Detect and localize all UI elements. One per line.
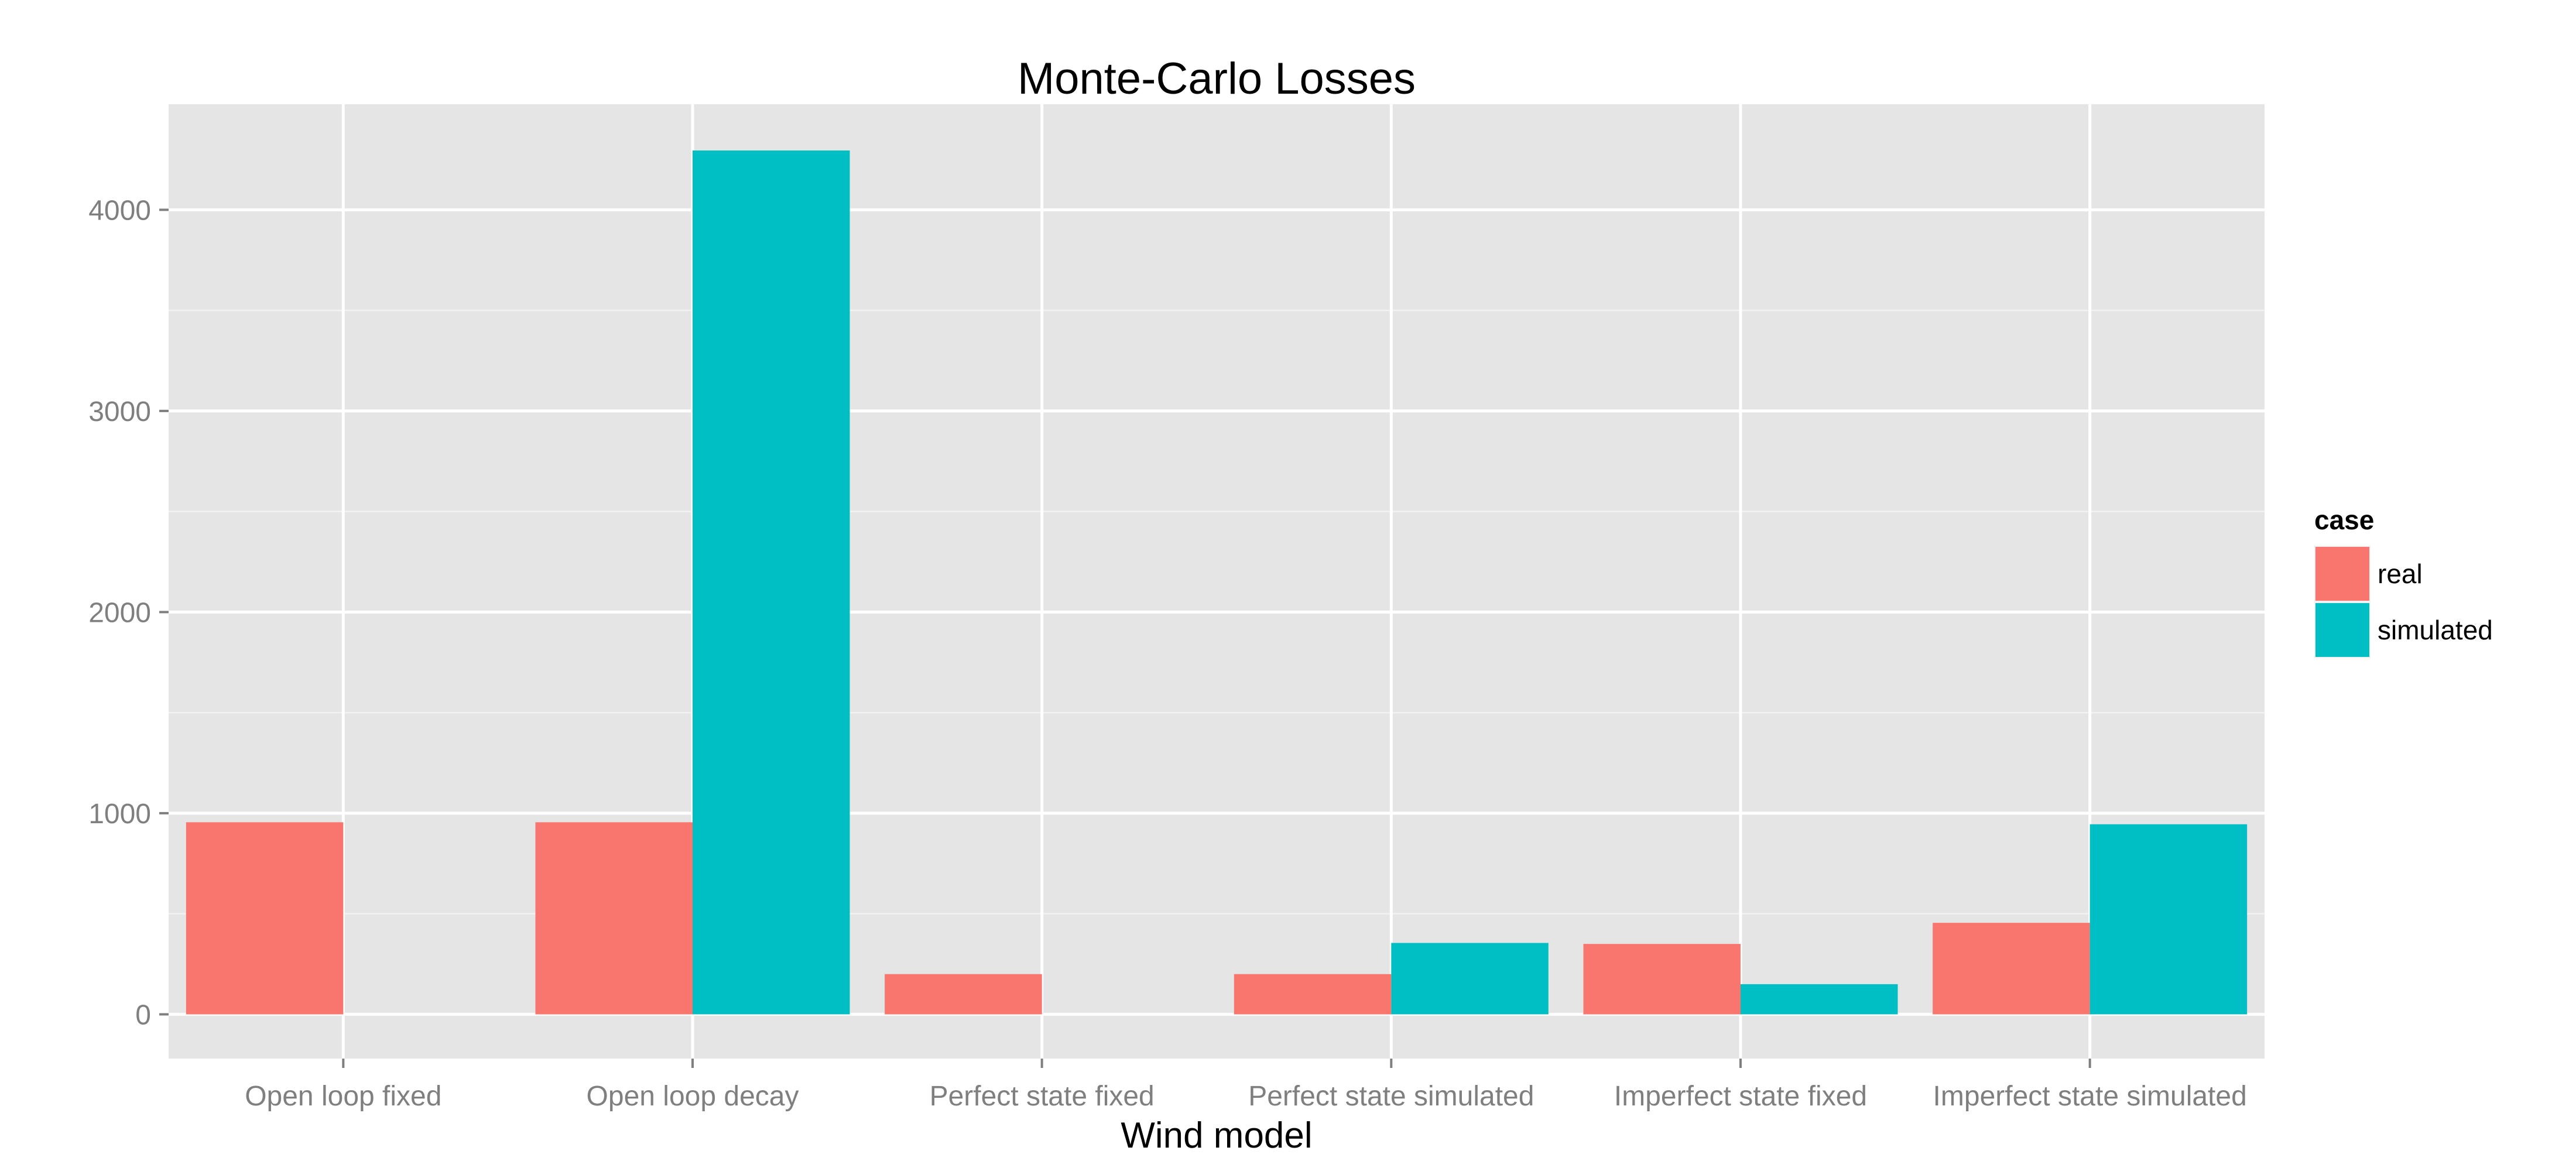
bar-simulated xyxy=(693,150,850,1015)
x-axis-title: Wind model xyxy=(1121,1115,1312,1156)
x-tick-label: Open loop fixed xyxy=(245,1081,441,1112)
bar-simulated xyxy=(1391,943,1549,1015)
legend-label-real: real xyxy=(2378,559,2423,589)
plot-background xyxy=(169,104,2265,1059)
chart-title: Monte-Carlo Losses xyxy=(1018,54,1416,104)
bar-real xyxy=(1583,944,1741,1015)
x-tick-label: Perfect state fixed xyxy=(930,1081,1155,1112)
bar-real xyxy=(1933,923,2090,1015)
y-tick-label: 4000 xyxy=(88,195,151,226)
x-tick-label: Imperfect state simulated xyxy=(1933,1081,2247,1112)
y-tick-label: 2000 xyxy=(88,597,151,628)
x-tick-label: Open loop decay xyxy=(587,1081,799,1112)
bar-real xyxy=(535,822,693,1015)
y-tick-label: 0 xyxy=(135,999,151,1030)
legend-label-simulated: simulated xyxy=(2378,615,2493,645)
bar-real xyxy=(186,822,344,1015)
legend: case real simulated xyxy=(2314,505,2493,658)
bar-real xyxy=(885,974,1042,1015)
x-tick-label: Imperfect state fixed xyxy=(1614,1081,1867,1112)
y-tick-label: 3000 xyxy=(88,396,151,427)
legend-key-real xyxy=(2315,547,2369,601)
bars-layer xyxy=(186,150,2248,1015)
axis-layer: 0 1000 2000 3000 4000 Open loop fixed Open loo… xyxy=(88,195,2247,1112)
legend-key-simulated xyxy=(2315,603,2369,657)
legend-title: case xyxy=(2314,505,2374,535)
bar-simulated xyxy=(1741,984,1898,1015)
y-tick-label: 1000 xyxy=(88,799,151,830)
bar-simulated xyxy=(2089,824,2248,1015)
x-tick-label: Perfect state simulated xyxy=(1248,1081,1534,1112)
plot-panel xyxy=(169,104,2265,1059)
bar-real xyxy=(1234,974,1392,1015)
